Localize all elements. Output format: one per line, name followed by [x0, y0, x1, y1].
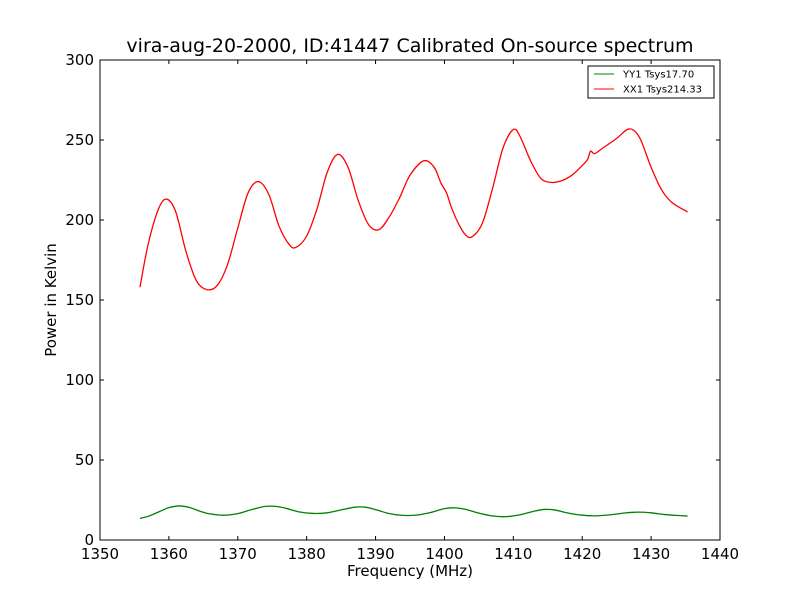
- y-tick-label: 100: [65, 371, 94, 389]
- x-tick-label: 1420: [563, 545, 601, 563]
- axis-ticks: 1350 1360 1370 1380 1390 1400 1410 1420 1430 1440…: [65, 51, 739, 563]
- series-layer: [139, 128, 688, 520]
- legend: YY1 Tsys17.70 XX1 Tsys214.33: [587, 65, 715, 99]
- x-tick-label: 1350: [81, 545, 119, 563]
- y-tick-label: 300: [65, 51, 94, 69]
- x-tick-label: 1380: [288, 545, 326, 563]
- y-tick-label: 150: [65, 291, 94, 309]
- x-tick-label: 1400: [425, 545, 463, 563]
- y-tick-label: 50: [75, 451, 94, 469]
- y-axis-label: Power in Kelvin: [42, 243, 60, 357]
- x-tick-label: 1390: [356, 545, 394, 563]
- legend-label-yy1: YY1 Tsys17.70: [622, 70, 694, 81]
- x-tick-label: 1360: [150, 545, 188, 563]
- x-tick-label: 1410: [494, 545, 532, 563]
- y-tick-label: 0: [84, 531, 94, 549]
- y-tick-label: 200: [65, 211, 94, 229]
- legend-label-xx1: XX1 Tsys214.33: [623, 85, 702, 96]
- chart-title: vira-aug-20-2000, ID:41447 Calibrated On…: [126, 35, 693, 57]
- x-tick-label: 1440: [701, 545, 739, 563]
- legend-box: [587, 65, 715, 99]
- series-line-yy1: [139, 505, 688, 520]
- y-tick-label: 250: [65, 131, 94, 149]
- series-line-xx1: [139, 128, 688, 291]
- x-tick-label: 1430: [632, 545, 670, 563]
- x-tick-label: 1370: [219, 545, 257, 563]
- x-axis-label: Frequency (MHz): [347, 562, 473, 580]
- plot-area-frame: [99, 59, 721, 541]
